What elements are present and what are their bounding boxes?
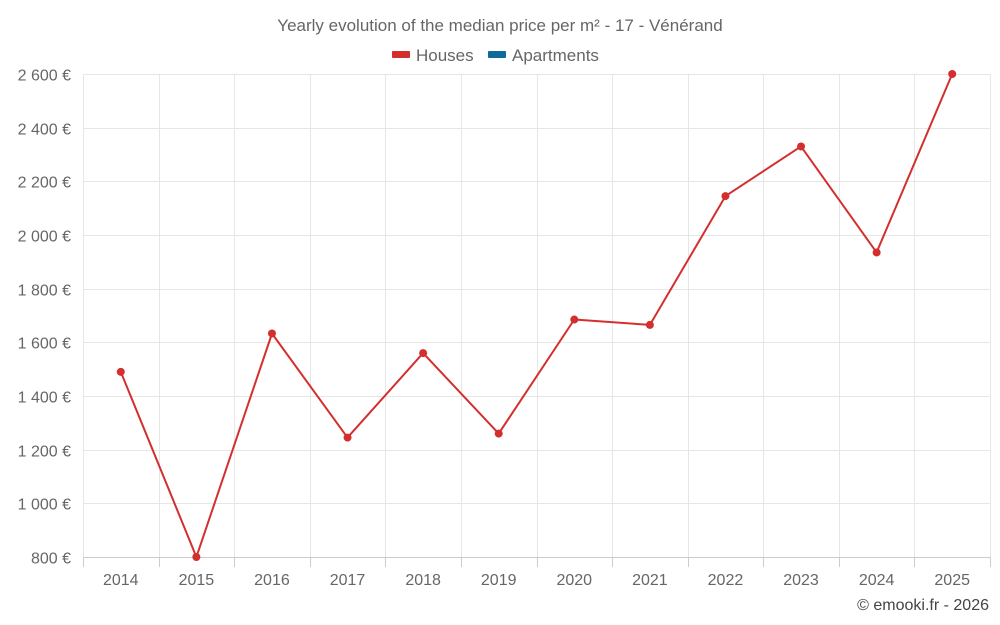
x-tick-label: 2018 — [405, 572, 441, 589]
y-tick-label: 1 600 € — [18, 336, 71, 353]
series-group — [116, 70, 957, 561]
y-tick-label: 800 € — [31, 551, 71, 568]
legend-label-houses: Houses — [416, 46, 474, 65]
x-tick-label: 2025 — [934, 572, 970, 589]
data-point-houses-2016[interactable] — [267, 329, 276, 338]
data-point-houses-2017[interactable] — [343, 433, 352, 442]
legend-swatch-houses — [392, 51, 410, 58]
x-tick-label: 2017 — [330, 572, 366, 589]
x-tick-label: 2023 — [783, 572, 819, 589]
data-point-houses-2018[interactable] — [419, 349, 428, 358]
y-gridlines — [83, 74, 990, 504]
data-point-houses-2019[interactable] — [494, 429, 503, 438]
x-tick-label: 2022 — [708, 572, 744, 589]
y-tick-label: 1 400 € — [18, 390, 71, 407]
data-point-houses-2023[interactable] — [797, 142, 806, 151]
legend-label-apartments: Apartments — [512, 46, 599, 65]
series-line-houses — [119, 73, 954, 558]
y-tick-label: 1 000 € — [18, 497, 71, 514]
legend-swatch-apartments — [488, 51, 506, 58]
x-axis-labels: 2014 2015 2016 2017 2018 2019 2020 2021 2022 2023… — [103, 572, 970, 589]
x-tick-label: 2021 — [632, 572, 668, 589]
y-tick-label: 1 800 € — [18, 283, 71, 300]
data-point-houses-2014[interactable] — [116, 367, 125, 376]
x-tick-label: 2015 — [179, 572, 215, 589]
legend: Houses Apartments — [392, 46, 599, 65]
y-tick-label: 2 000 € — [18, 229, 71, 246]
data-point-houses-2022[interactable] — [721, 192, 730, 201]
y-tick-label: 2 600 € — [18, 68, 71, 85]
x-tick-label: 2024 — [859, 572, 895, 589]
data-point-houses-2025[interactable] — [948, 70, 957, 78]
y-axis-labels: 800 € 1 000 € 1 200 € 1 400 € 1 600 € 1 800 €… — [18, 68, 71, 568]
x-tick-label: 2016 — [254, 572, 290, 589]
data-point-houses-2024[interactable] — [872, 248, 881, 257]
x-tick-label: 2014 — [103, 572, 139, 589]
x-tick-label: 2020 — [556, 572, 592, 589]
x-tick-label: 2019 — [481, 572, 517, 589]
chart-title: Yearly evolution of the median price per… — [277, 16, 722, 35]
legend-item-apartments[interactable]: Apartments — [488, 46, 599, 65]
x-gridlines — [83, 74, 991, 567]
y-tick-label: 1 200 € — [18, 444, 71, 461]
y-tick-label: 2 400 € — [18, 122, 71, 139]
data-point-houses-2015[interactable] — [192, 553, 201, 561]
y-tick-label: 2 200 € — [18, 175, 71, 192]
legend-item-houses[interactable]: Houses — [392, 46, 474, 65]
data-point-houses-2021[interactable] — [645, 320, 654, 329]
data-point-houses-2020[interactable] — [570, 315, 579, 324]
credit-text: © emooki.fr - 2026 — [857, 597, 989, 614]
